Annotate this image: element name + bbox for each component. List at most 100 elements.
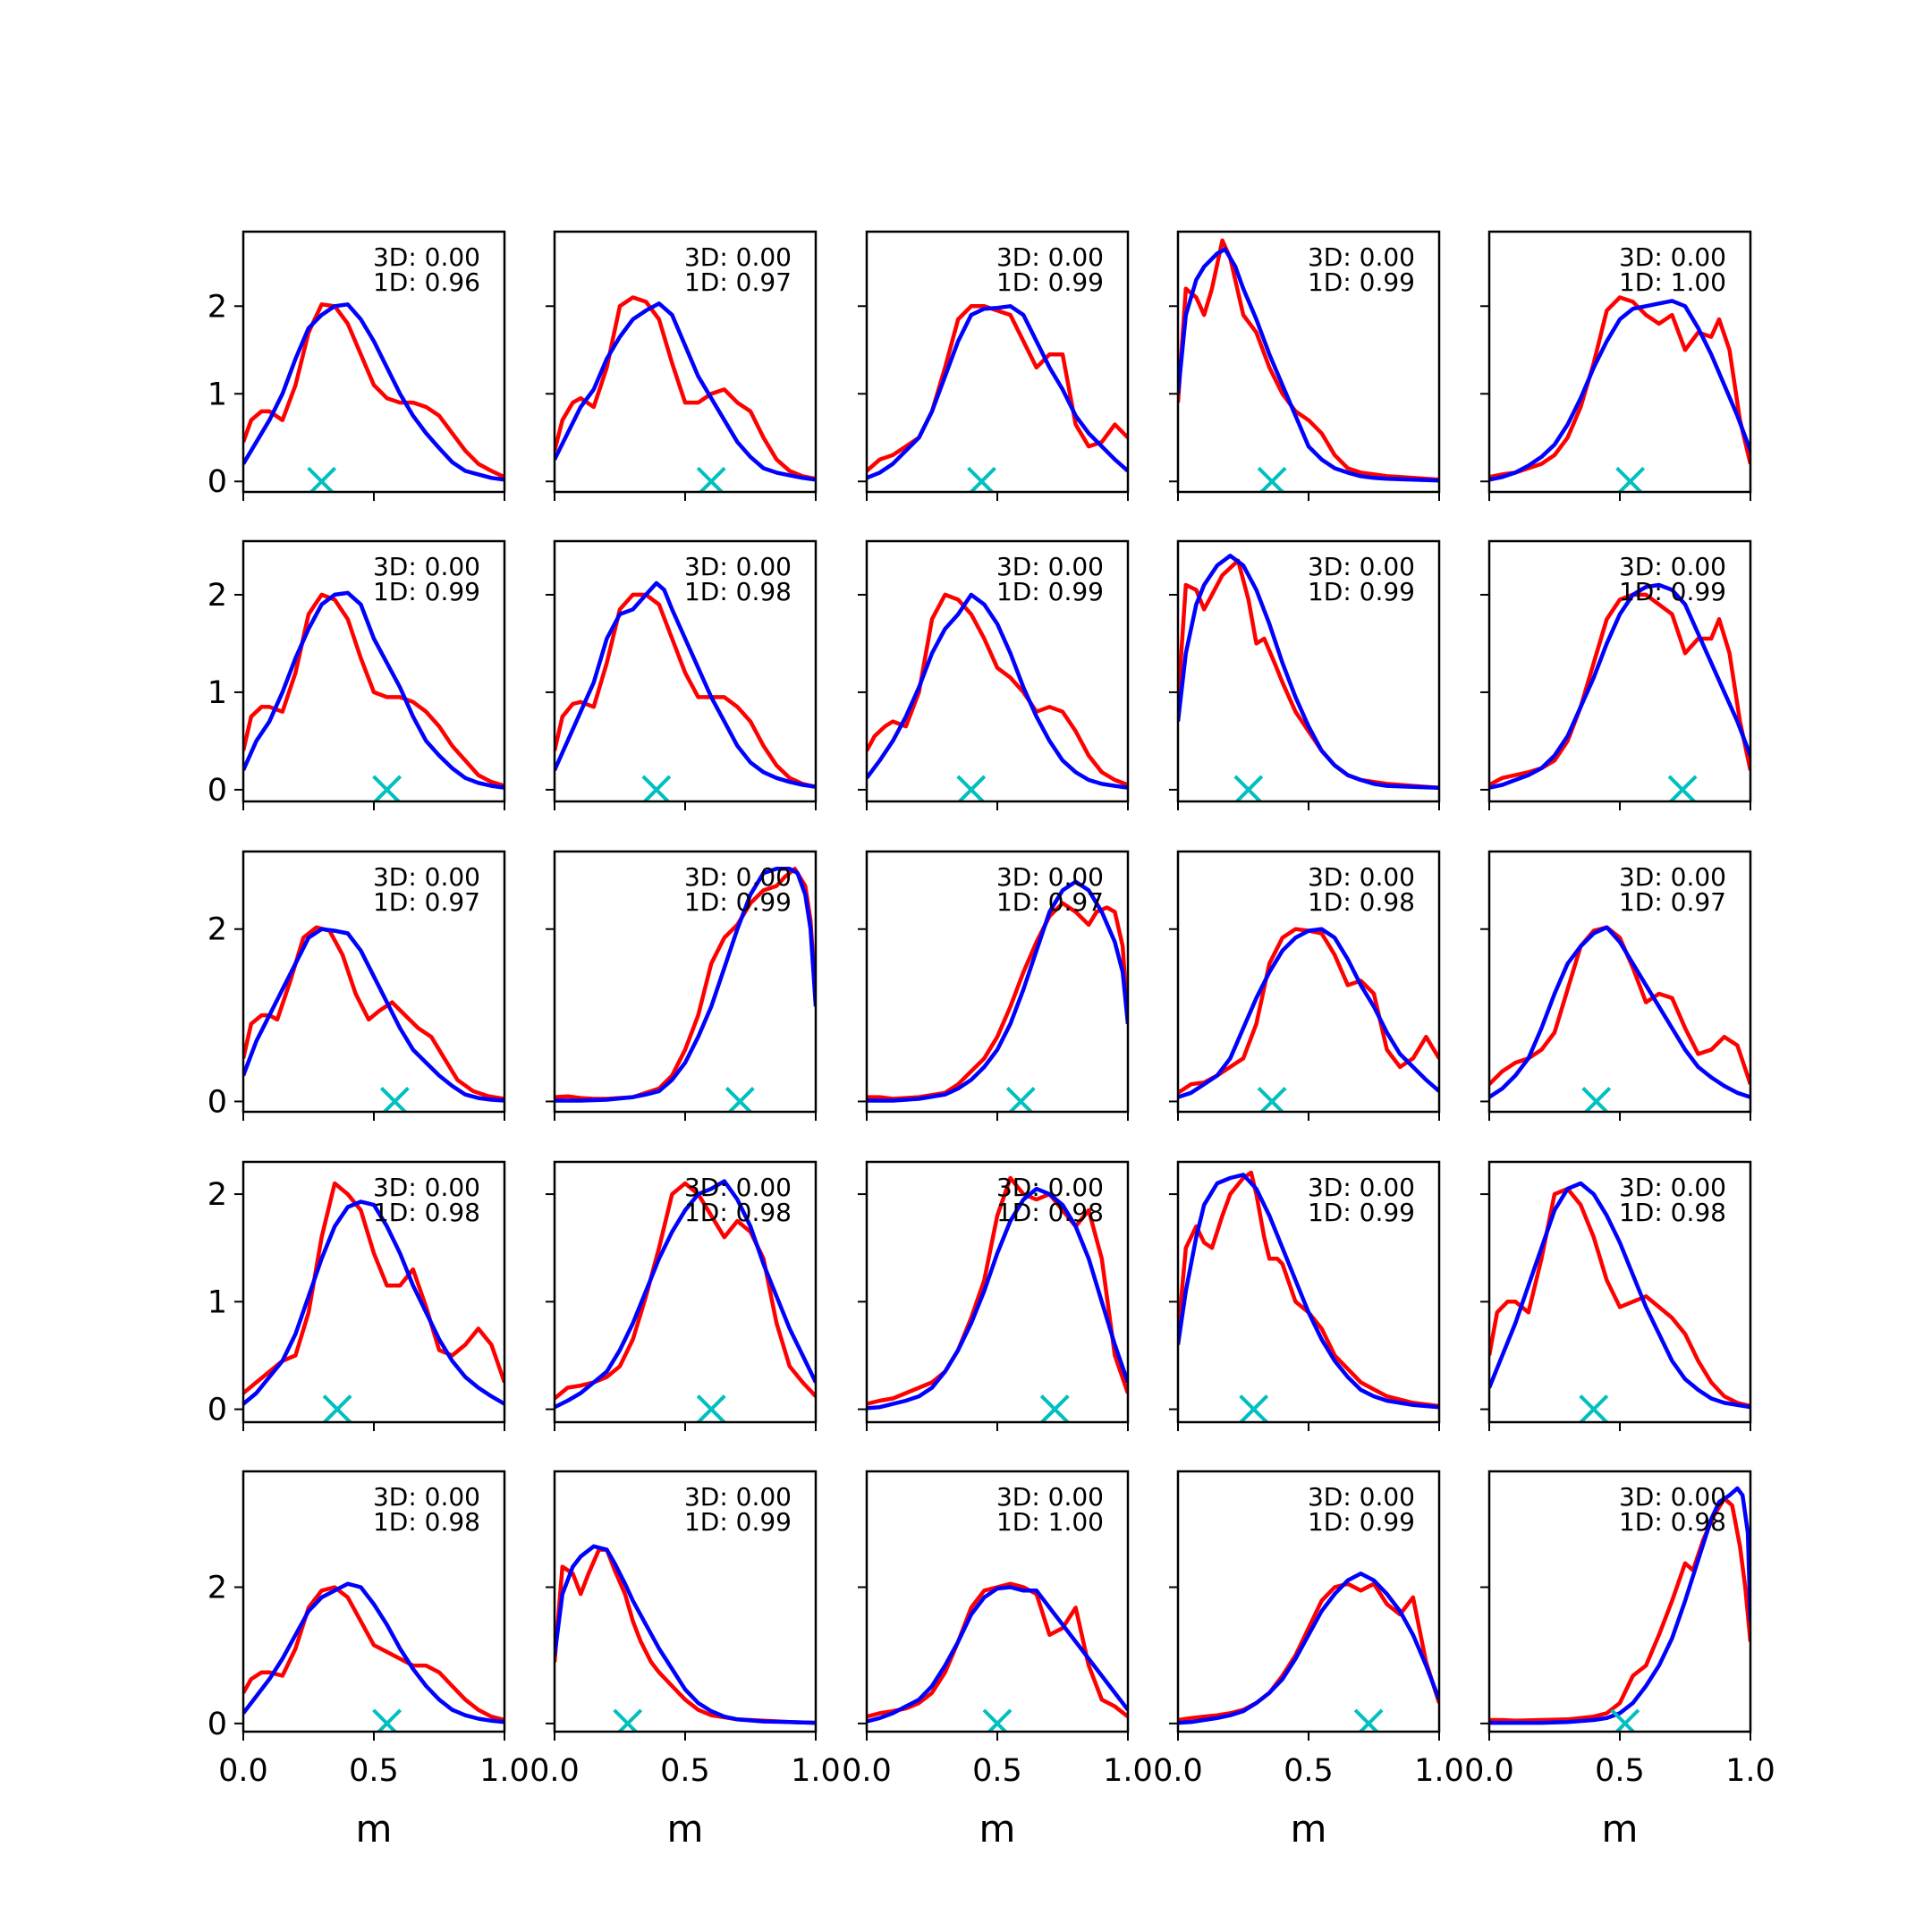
- plot-area: [555, 867, 816, 1112]
- y-tick-label: 2: [208, 1571, 227, 1606]
- annotation-3d: 3D: 0.00: [1308, 552, 1415, 581]
- plot-area: [867, 1581, 1128, 1732]
- y-tick-label: 1: [208, 377, 227, 412]
- annotation-1d: 1D: 0.99: [1308, 267, 1415, 297]
- red-curve: [555, 1547, 816, 1725]
- y-tick-label: 0: [208, 1393, 227, 1428]
- annotation-1d: 1D: 1.00: [1619, 267, 1726, 297]
- y-tick-label: 1: [208, 1284, 227, 1320]
- blue-curve: [1178, 927, 1439, 1099]
- annotation-3d: 3D: 0.00: [1619, 862, 1726, 892]
- plot-area: [867, 592, 1128, 801]
- plot-area: [1178, 238, 1439, 492]
- annotation-3d: 3D: 0.00: [373, 552, 480, 581]
- x-marker: [696, 466, 726, 492]
- red-curve: [867, 304, 1128, 473]
- y-tick-label: 2: [208, 912, 227, 948]
- annotation-3d: 3D: 0.00: [373, 862, 480, 892]
- x-tick-label: 1.0: [791, 1753, 841, 1789]
- plot-area: [1489, 1486, 1750, 1732]
- x-tick-label: 0.5: [1595, 1753, 1645, 1789]
- annotation-1d: 1D: 0.99: [996, 577, 1104, 606]
- y-tick-label: 1: [208, 675, 227, 711]
- red-curve: [1178, 1170, 1439, 1409]
- plot-area: [1178, 1572, 1439, 1732]
- annotation-3d: 3D: 0.00: [996, 1173, 1104, 1202]
- red-curve: [1489, 925, 1750, 1086]
- x-marker: [613, 1708, 643, 1732]
- annotation-3d: 3D: 0.00: [684, 1173, 792, 1202]
- annotation-1d: 1D: 0.98: [373, 1507, 480, 1537]
- x-axis-label: m: [979, 1807, 1016, 1851]
- y-tick-label: 0: [208, 1084, 227, 1120]
- annotation-1d: 1D: 0.99: [996, 267, 1104, 297]
- x-tick-label: 1.0: [1103, 1753, 1153, 1789]
- annotation-3d: 3D: 0.00: [1619, 1482, 1726, 1512]
- blue-curve: [555, 301, 816, 482]
- blue-curve: [243, 590, 504, 790]
- x-marker: [1353, 1708, 1384, 1732]
- x-marker: [956, 775, 987, 801]
- blue-curve: [1178, 1173, 1439, 1410]
- blue-curve: [1489, 925, 1750, 1099]
- x-marker: [322, 1394, 352, 1422]
- blue-curve: [1489, 299, 1750, 482]
- x-marker: [1239, 1394, 1269, 1422]
- annotation-3d: 3D: 0.00: [684, 242, 792, 272]
- x-marker: [307, 466, 337, 492]
- blue-curve: [1178, 554, 1439, 790]
- x-marker: [1257, 466, 1287, 492]
- blue-curve: [555, 1179, 816, 1410]
- x-marker: [1667, 775, 1698, 801]
- annotation-1d: 1D: 0.99: [684, 1507, 792, 1537]
- annotation-1d: 1D: 0.97: [1619, 887, 1726, 917]
- blue-curve: [243, 302, 504, 482]
- annotation-1d: 1D: 0.99: [1308, 1507, 1415, 1537]
- red-curve: [867, 592, 1128, 787]
- annotation-1d: 1D: 0.99: [684, 887, 792, 917]
- y-tick-label: 2: [208, 289, 227, 325]
- x-axis-label: m: [356, 1807, 393, 1851]
- plot-area: [555, 1544, 816, 1732]
- annotation-3d: 3D: 0.00: [684, 1482, 792, 1512]
- x-marker: [696, 1394, 726, 1422]
- y-tick-label: 2: [208, 1177, 227, 1213]
- plot-area: [867, 1175, 1128, 1422]
- x-marker: [1615, 466, 1646, 492]
- red-curve: [1178, 1581, 1439, 1723]
- plot-area: [1178, 554, 1439, 801]
- blue-curve: [555, 580, 816, 789]
- annotation-3d: 3D: 0.00: [684, 552, 792, 581]
- annotation-3d: 3D: 0.00: [373, 1173, 480, 1202]
- blue-curve: [1178, 1572, 1439, 1725]
- red-curve: [555, 295, 816, 481]
- annotation-3d: 3D: 0.00: [1619, 1173, 1726, 1202]
- y-tick-label: 0: [208, 464, 227, 500]
- plot-area: [555, 295, 816, 492]
- x-tick-label: 0.0: [1464, 1753, 1514, 1789]
- x-marker: [379, 1087, 410, 1112]
- red-curve: [243, 302, 504, 479]
- blue-curve: [243, 1199, 504, 1406]
- x-marker: [1581, 1087, 1612, 1112]
- annotation-3d: 3D: 0.00: [996, 552, 1104, 581]
- x-marker: [982, 1708, 1013, 1732]
- annotation-1d: 1D: 0.99: [1308, 577, 1415, 606]
- blue-curve: [555, 867, 816, 1103]
- x-tick-label: 0.0: [218, 1753, 268, 1789]
